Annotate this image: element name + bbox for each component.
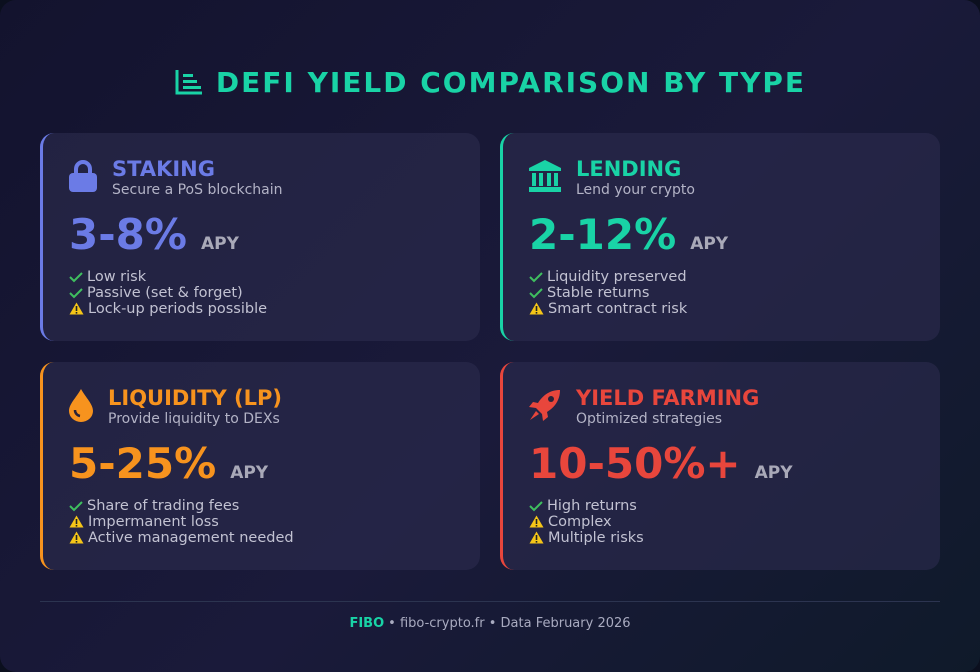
item-text: Smart contract risk (548, 301, 688, 317)
item-text: Stable returns (547, 285, 650, 301)
card-icon (528, 159, 562, 197)
card-subtitle: Secure a PoS blockchain (112, 182, 283, 198)
rate-unit: APY (230, 463, 269, 483)
card-subtitle: Optimized strategies (576, 411, 723, 427)
check-icon (69, 498, 87, 514)
item: Stable returns (529, 285, 687, 301)
footer: FIBO • fibo-crypto.fr • Data February 202… (0, 616, 980, 631)
item-list: Share of trading fees Impermanent loss Act… (69, 498, 294, 546)
item-text: High returns (547, 498, 637, 514)
card-title: YIELD FARMING (576, 386, 760, 410)
card: LIQUIDITY (LP) Provide liquidity to DEXs 5… (40, 362, 480, 570)
item-list: Low risk Passive (set & forget) Lock-up pe… (69, 269, 267, 317)
check-icon (529, 498, 547, 514)
card-title: LIQUIDITY (LP) (108, 386, 282, 410)
rate-row: 5-25% APY (69, 439, 268, 488)
warning-icon (529, 301, 548, 317)
rate-row: 10-50%+ APY (529, 439, 793, 488)
item: Low risk (69, 269, 267, 285)
title: DEFI YIELD COMPARISON BY TYPE (215, 66, 807, 99)
item: Complex (529, 514, 644, 530)
footer-text: • fibo-crypto.fr • Data February 2026 (388, 616, 631, 631)
card-title: LENDING (576, 157, 682, 181)
item-text: Impermanent loss (88, 514, 219, 530)
rate: 10-50%+ (529, 439, 741, 488)
card-icon (68, 388, 94, 426)
item: Multiple risks (529, 530, 644, 546)
warning-icon (529, 530, 548, 546)
rate-unit: APY (200, 234, 239, 254)
item-text: Multiple risks (548, 530, 644, 546)
rate: 2-12% (529, 210, 677, 259)
card-icon (528, 388, 562, 426)
item-text: Liquidity preserved (547, 269, 687, 285)
rate-unit: APY (754, 463, 793, 483)
card: YIELD FARMING Optimized strategies 10-50%+… (500, 362, 940, 570)
warning-icon (69, 514, 88, 530)
warning-icon (529, 514, 548, 530)
item-text: Share of trading fees (87, 498, 240, 514)
item: Smart contract risk (529, 301, 687, 317)
item-text: Lock-up periods possible (88, 301, 268, 317)
check-icon (69, 285, 87, 301)
rate: 3-8% (69, 210, 187, 259)
card-subtitle: Provide liquidity to DEXs (108, 411, 280, 427)
item-list: High returns Complex Multiple risks (529, 498, 644, 546)
divider (40, 601, 940, 602)
brand: FIBO (349, 616, 385, 631)
item: Active management needed (69, 530, 294, 546)
check-icon (529, 285, 547, 301)
card: LENDING Lend your crypto 2-12% APY Liquidity… (500, 133, 940, 341)
rate-row: 3-8% APY (69, 210, 239, 259)
item: High returns (529, 498, 644, 514)
check-icon (69, 269, 87, 285)
warning-icon (69, 530, 88, 546)
item: Impermanent loss (69, 514, 294, 530)
card-icon (68, 159, 98, 197)
item: Share of trading fees (69, 498, 294, 514)
item-text: Passive (set & forget) (87, 285, 243, 301)
warning-icon (69, 301, 88, 317)
rate: 5-25% (69, 439, 217, 488)
check-icon (529, 269, 547, 285)
rate-row: 2-12% APY (529, 210, 728, 259)
item-text: Active management needed (88, 530, 294, 546)
card: STAKING Secure a PoS blockchain 3-8% APY Low… (40, 133, 480, 341)
title-row: DEFI YIELD COMPARISON BY TYPE (0, 66, 980, 99)
item-text: Complex (548, 514, 612, 530)
card-title: STAKING (112, 157, 215, 181)
rate-unit: APY (690, 234, 729, 254)
card-subtitle: Lend your crypto (576, 182, 695, 198)
item-list: Liquidity preserved Stable returns Smart c… (529, 269, 687, 317)
item-text: Low risk (87, 269, 147, 285)
item: Passive (set & forget) (69, 285, 267, 301)
item: Liquidity preserved (529, 269, 687, 285)
chart-icon (175, 70, 202, 95)
item: Lock-up periods possible (69, 301, 267, 317)
